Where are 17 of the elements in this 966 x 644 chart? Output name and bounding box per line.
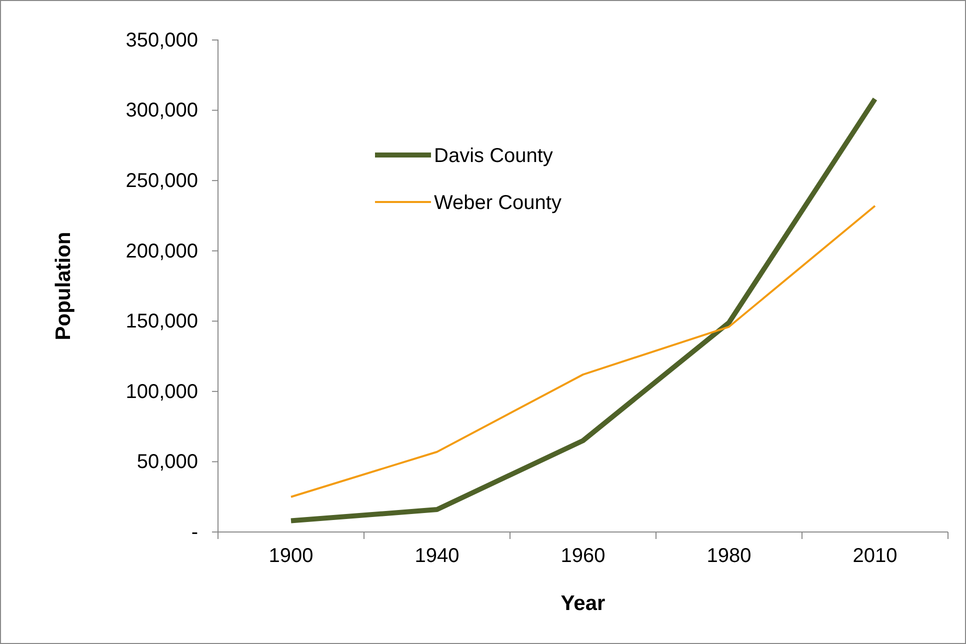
- y-tick-label: 50,000: [136, 451, 198, 474]
- y-tick-label: 350,000: [126, 29, 198, 52]
- x-tick-label: 2010: [852, 545, 898, 568]
- y-tick-label: -: [191, 521, 198, 544]
- y-tick-label: 150,000: [126, 310, 198, 333]
- y-tick-label: 100,000: [126, 380, 198, 403]
- y-tick-label: 250,000: [126, 170, 198, 192]
- y-axis-title: Population: [52, 232, 75, 340]
- legend-label: Weber County: [434, 192, 562, 214]
- x-tick-label: 1960: [560, 545, 606, 568]
- x-tick-label: 1940: [414, 545, 460, 568]
- y-tick-label: 200,000: [126, 240, 198, 262]
- x-tick-label: 1980: [706, 545, 752, 568]
- x-tick-label: 1900: [268, 545, 314, 568]
- y-tick-label: 300,000: [126, 100, 198, 122]
- x-axis-title: Year: [560, 592, 606, 615]
- legend-label: Davis County: [434, 145, 553, 167]
